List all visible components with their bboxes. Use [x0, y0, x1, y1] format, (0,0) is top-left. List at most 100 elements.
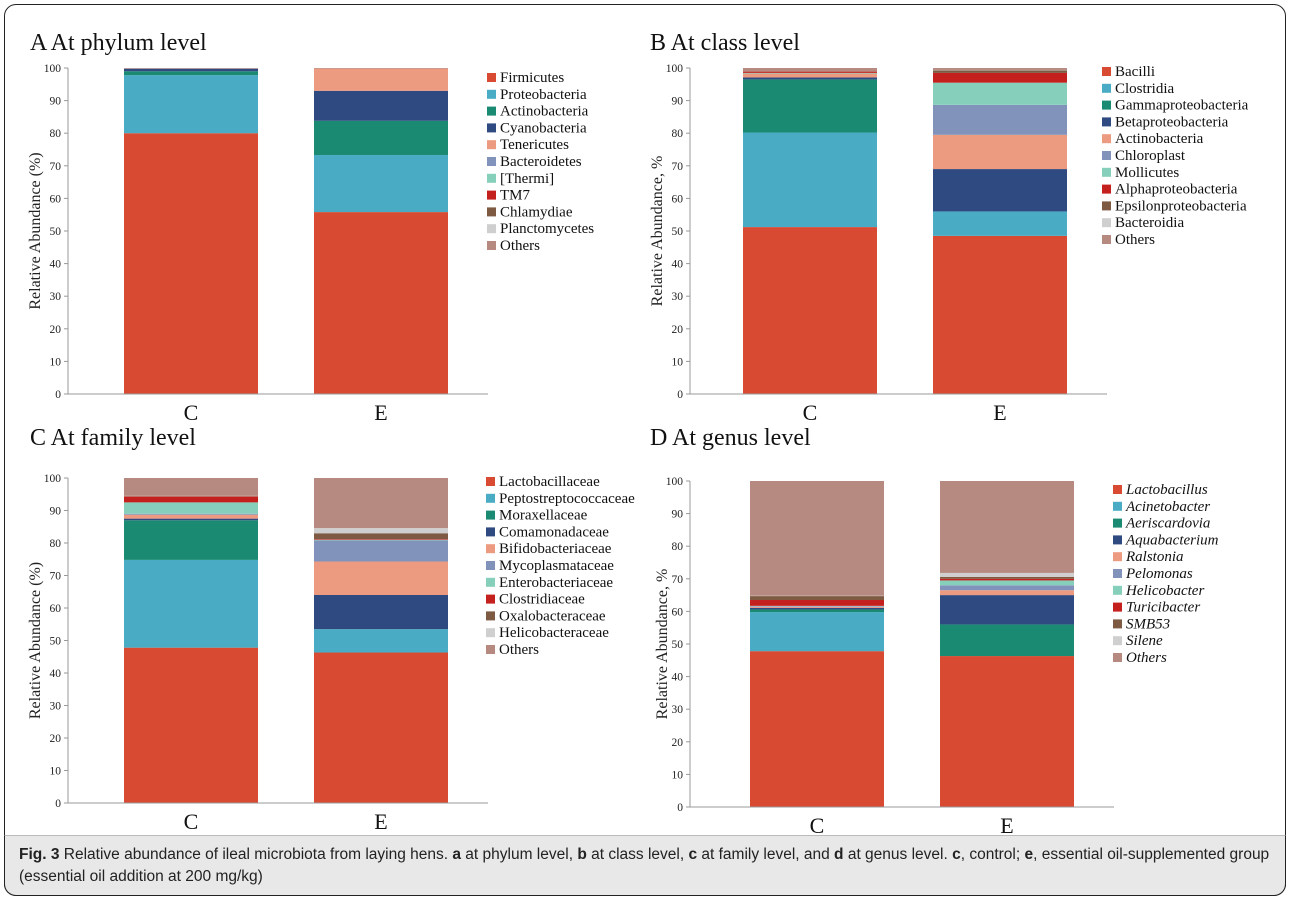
bar-segment: [124, 647, 258, 803]
legend-entry: Acinetobacter: [1125, 499, 1210, 515]
legend-swatch: [486, 477, 495, 486]
bar-segment: [124, 520, 258, 560]
caption-segment: , control;: [960, 846, 1025, 863]
bar-segment: [124, 502, 258, 514]
legend-swatch: [487, 123, 496, 133]
legend-entry: Bacteroidia: [1115, 215, 1184, 231]
caption-text: Relative abundance of ileal microbiota f…: [19, 846, 1269, 885]
bar-segment: [314, 212, 448, 394]
bar-segment: [124, 71, 258, 76]
legend-swatch: [1102, 151, 1111, 160]
legend-entry: Moraxellaceae: [499, 508, 588, 524]
bar-segment: [750, 599, 884, 606]
bar-segment: [750, 596, 884, 600]
bar-segment: [750, 606, 884, 607]
legend-swatch: [1102, 201, 1111, 211]
legend-entry: Clostridiaceae: [499, 592, 585, 608]
y-tick-label: 10: [672, 769, 684, 781]
category-label: E: [374, 809, 387, 834]
legend-swatch: [487, 207, 496, 217]
bar-segment: [933, 72, 1067, 83]
legend-entry: Chlamydiae: [500, 204, 573, 220]
bar-segment: [940, 572, 1074, 577]
legend-swatch: [487, 173, 496, 183]
bar-segment: [940, 576, 1074, 579]
legend-swatch: [1113, 602, 1122, 612]
y-tick-label: 80: [50, 128, 62, 140]
y-tick-label: 50: [50, 636, 62, 648]
y-tick-label: 0: [55, 389, 61, 401]
legend-swatch: [1102, 218, 1111, 228]
caption-segment: e: [1024, 846, 1034, 863]
bar-segment: [314, 539, 448, 540]
y-tick-label: 80: [672, 541, 684, 553]
y-axis-label: Relative Abundance (%): [27, 152, 44, 309]
legend-swatch: [1113, 636, 1122, 646]
panel-title: B At class level: [650, 30, 800, 56]
caption-figure-label: Fig. 3: [19, 846, 60, 863]
legend-swatch: [1113, 619, 1122, 629]
legend-entry: Comamonadaceae: [499, 524, 609, 540]
legend-entry: SMB53: [1126, 616, 1170, 632]
legend-entry: Lactobacillus: [1125, 482, 1208, 498]
bar-segment: [124, 518, 258, 521]
legend-swatch: [1113, 585, 1122, 595]
bar-segment: [940, 481, 1074, 573]
y-tick-label: 0: [677, 389, 683, 401]
legend-entry: Alphaproteobacteria: [1115, 182, 1238, 198]
bar-segment: [124, 68, 258, 72]
bar-segment: [314, 540, 448, 562]
legend-entry: Others: [499, 642, 539, 658]
y-tick-label: 70: [50, 571, 62, 583]
legend-swatch: [1102, 235, 1111, 244]
legend-entry: Helicobacteraceae: [499, 625, 609, 641]
legend-entry: Proteobacteria: [500, 87, 587, 103]
bar-segment: [743, 79, 877, 133]
legend-entry: Aeriscardovia: [1125, 516, 1210, 532]
legend-entry: TM7: [500, 188, 531, 204]
legend-swatch: [487, 73, 496, 82]
legend-entry: Oxalobacteraceae: [499, 608, 606, 624]
legend-entry: Ralstonia: [1125, 549, 1184, 565]
legend-swatch: [1113, 552, 1122, 562]
bar-segment: [933, 104, 1067, 135]
legend-entry: Actinobacteria: [500, 104, 589, 120]
bar-segment: [314, 528, 448, 534]
y-axis-label: Relative Abundance, %: [649, 156, 666, 307]
y-tick-label: 30: [672, 704, 684, 716]
y-tick-label: 10: [50, 356, 62, 368]
y-tick-label: 0: [55, 798, 61, 810]
bar-segment: [940, 580, 1074, 586]
legend-entry: Bacteroidetes: [500, 154, 582, 170]
bar-segment: [933, 169, 1067, 212]
legend-entry: Helicobacter: [1125, 583, 1204, 599]
y-tick-label: 50: [672, 226, 684, 238]
legend-swatch: [1102, 184, 1111, 194]
legend-swatch: [1102, 134, 1111, 144]
bar-segment: [124, 514, 258, 519]
caption-segment: , essential oil-supplemented group (esse…: [19, 846, 1270, 885]
y-tick-label: 70: [672, 574, 684, 586]
caption-segment: at phylum level,: [461, 846, 578, 863]
legend-entry: Clostridia: [1115, 81, 1175, 97]
legend-swatch: [1102, 67, 1111, 76]
panel-title: A At phylum level: [30, 30, 207, 56]
legend-entry: Aquabacterium: [1125, 532, 1219, 548]
bar-segment: [314, 478, 448, 529]
legend-entry: Planctomycetes: [500, 221, 594, 237]
bar-segment: [933, 235, 1067, 394]
caption-segment: d: [834, 846, 844, 863]
legend-swatch: [1102, 100, 1111, 110]
legend-entry: Others: [500, 238, 540, 254]
y-tick-label: 40: [672, 672, 684, 684]
bar-segment: [743, 227, 877, 394]
y-tick-label: 70: [672, 161, 684, 173]
y-tick-label: 40: [50, 668, 62, 680]
legend-swatch: [486, 594, 495, 604]
bar-segment: [124, 75, 258, 134]
panel-title: D At genus level: [650, 425, 811, 451]
legend-swatch: [487, 140, 496, 150]
bar-segment: [314, 68, 448, 69]
panel-title: C At family level: [30, 425, 196, 451]
y-tick-label: 90: [672, 96, 684, 108]
